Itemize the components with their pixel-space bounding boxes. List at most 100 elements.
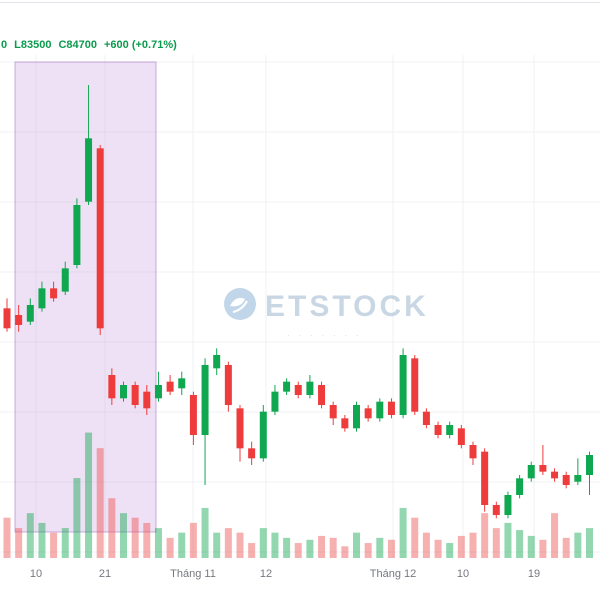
volume-bar	[108, 498, 116, 558]
volume-bar	[306, 539, 314, 558]
candle-body	[481, 451, 489, 505]
candle-body	[154, 385, 162, 399]
candle-body	[306, 381, 314, 395]
volume-bar	[166, 537, 174, 558]
ohlc-readout: 0 L83500 C84700 +600 (+0.71%)	[1, 39, 177, 51]
volume-bar	[353, 532, 360, 558]
candle-body	[399, 355, 407, 415]
volume-bar	[154, 528, 162, 558]
candle-body	[50, 288, 58, 299]
volume-bar	[189, 522, 197, 558]
volume-bar	[259, 528, 267, 558]
volume-bar	[469, 532, 477, 558]
volume-bar	[26, 513, 34, 558]
candle-body	[166, 381, 174, 392]
volume-bar	[446, 543, 454, 558]
x-tick-label: 19	[528, 568, 540, 580]
candle-body	[516, 478, 524, 495]
candle-body	[329, 405, 337, 419]
volume-bar	[376, 537, 384, 558]
candle-body	[3, 308, 11, 329]
candle-body	[376, 401, 384, 419]
candle-body	[236, 408, 244, 449]
volume-bar	[15, 528, 23, 558]
ohlc-low: L83500	[14, 39, 52, 51]
candle-body	[15, 315, 23, 325]
volume-bar	[341, 546, 349, 558]
volume-bar	[85, 432, 93, 558]
volume-bar	[294, 543, 302, 558]
candle-body	[96, 148, 104, 329]
candle-body	[271, 391, 279, 412]
x-tick-label: 10	[30, 568, 42, 580]
volume-bar	[574, 532, 582, 558]
candle-body	[85, 138, 93, 202]
candle-body	[248, 448, 256, 459]
candle-body	[178, 378, 186, 389]
candle-body	[108, 375, 116, 399]
volume-bar	[283, 537, 291, 558]
x-tick-label: 12	[260, 568, 272, 580]
ohlc-change: +600 (+0.71%)	[103, 39, 177, 51]
candle-body	[201, 365, 209, 435]
candle-body	[38, 288, 46, 309]
volume-bar	[516, 530, 524, 558]
volume-bar	[481, 513, 489, 558]
candle-body	[341, 418, 349, 429]
candle-body	[387, 401, 395, 415]
ohlc-close: C84700	[58, 39, 97, 51]
candle-body	[61, 268, 69, 292]
candle-body	[224, 365, 232, 405]
volume-bar	[50, 532, 58, 558]
volume-bar	[399, 507, 407, 558]
volume-bar	[434, 539, 442, 558]
candle-body	[131, 385, 139, 405]
candle-body	[434, 425, 442, 435]
candle-body	[551, 471, 559, 479]
volume-bar	[213, 532, 221, 558]
volume-bar	[271, 532, 279, 558]
x-tick-label: 10	[457, 568, 469, 580]
volume-bar	[131, 517, 139, 558]
volume-bar	[586, 528, 593, 558]
volume-bar	[411, 517, 419, 558]
volume-bar	[38, 522, 46, 558]
ohlc-open-fragment: 0	[1, 39, 8, 51]
candle-body	[457, 428, 465, 445]
volume-bar	[527, 535, 535, 558]
candle-body	[492, 505, 500, 515]
candle-body	[283, 381, 291, 392]
candle-body	[411, 358, 419, 412]
volume-bar	[551, 513, 559, 558]
volume-bar	[504, 522, 512, 558]
candle-body	[422, 411, 430, 425]
candle-body	[562, 475, 570, 485]
candle-body	[26, 305, 34, 322]
candle-body	[294, 385, 302, 395]
volume-bar	[539, 539, 547, 558]
candle-body	[353, 405, 360, 429]
candle-body	[73, 205, 81, 265]
volume-bar	[329, 537, 337, 558]
volume-bar	[224, 528, 232, 558]
volume-bar	[364, 543, 372, 558]
volume-bar	[318, 535, 326, 558]
candle-body	[259, 411, 267, 459]
candle-body	[189, 395, 197, 435]
volume-bar	[73, 478, 81, 558]
volume-bar	[201, 507, 209, 558]
volume-bar	[387, 539, 395, 558]
candle-body	[527, 465, 535, 479]
candle-body	[539, 465, 547, 472]
volume-bar	[248, 543, 256, 558]
candle-body	[120, 385, 127, 399]
volume-bar	[422, 532, 430, 558]
candle-body	[469, 445, 477, 459]
candle-body	[318, 385, 326, 405]
x-tick-label: 21	[99, 568, 111, 580]
volume-bar	[3, 517, 11, 558]
volume-bar	[96, 448, 104, 558]
candle-body	[213, 355, 221, 369]
